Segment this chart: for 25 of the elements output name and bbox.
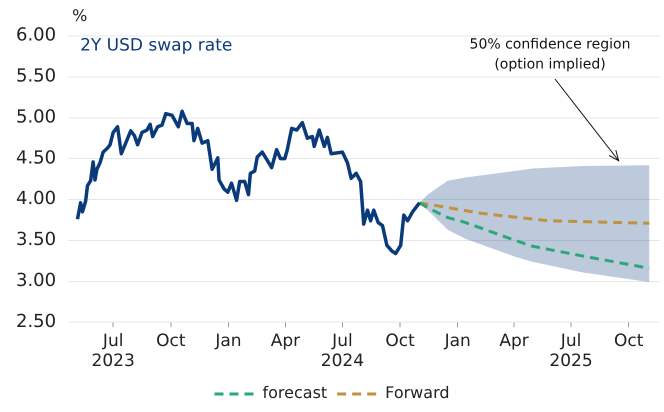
x-tick-label: Jul 2024 — [320, 330, 364, 372]
x-tick-label: Apr — [499, 330, 529, 351]
x-tick-label: Oct — [385, 330, 416, 351]
line-series — [418, 201, 651, 270]
y-tick-label: 3.50 — [16, 229, 56, 250]
x-tick-label: Oct — [614, 330, 644, 351]
y-tick-label: 3.00 — [16, 270, 56, 291]
line-series — [418, 201, 651, 225]
x-tick-label: Jan — [444, 330, 471, 351]
x-tick-label: Jul 2023 — [92, 330, 135, 372]
x-tick-label: Jul 2025 — [549, 330, 593, 372]
chart-title: 2Y USD swap rate — [80, 35, 232, 56]
y-tick-label: 5.00 — [16, 106, 56, 128]
y-tick-label: 6.00 — [16, 24, 56, 46]
x-tick-label: Jan — [214, 330, 242, 351]
annotation: 50% confidence region (option implied) — [470, 36, 630, 73]
y-tick-label: 4.00 — [16, 188, 56, 210]
y-tick-label: 2.50 — [16, 310, 56, 332]
y-axis-title: % — [72, 6, 88, 26]
y-tick-label: 5.50 — [16, 66, 56, 87]
x-tick-label: Apr — [270, 330, 300, 351]
x-tick-label: Oct — [156, 330, 186, 351]
y-tick-label: 4.50 — [16, 147, 56, 168]
legend-label: Forward — [385, 383, 450, 402]
legend-label: forecast — [262, 383, 328, 402]
